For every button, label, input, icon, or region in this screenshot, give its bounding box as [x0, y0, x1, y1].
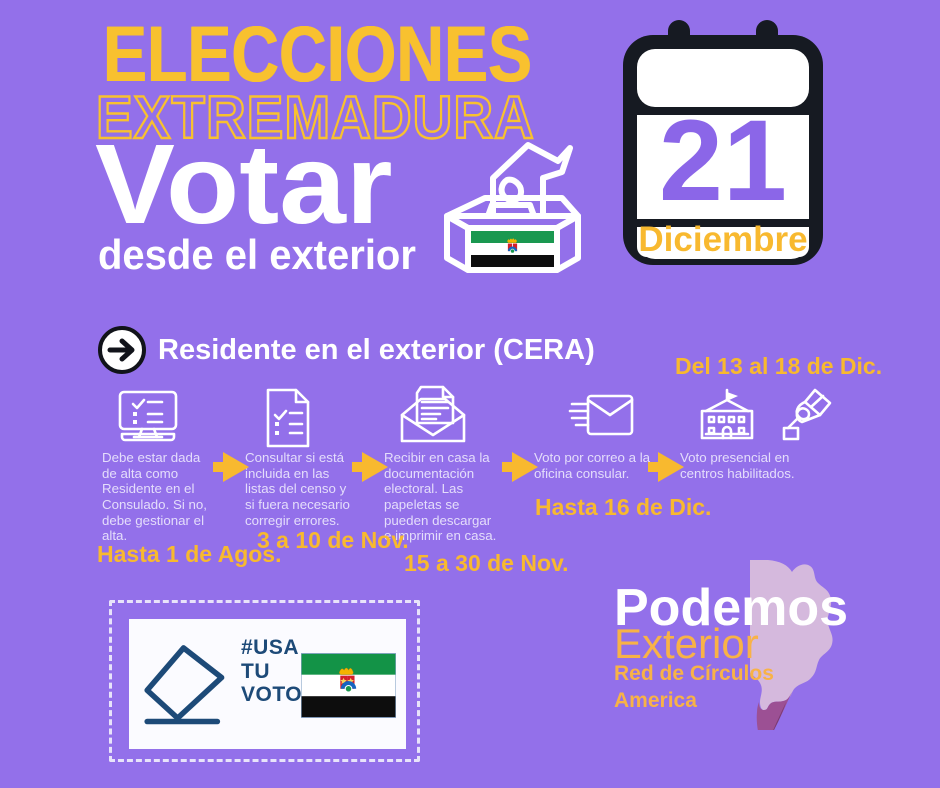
svg-text:21: 21: [659, 97, 787, 225]
svg-text:Diciembre: Diciembre: [638, 220, 807, 259]
